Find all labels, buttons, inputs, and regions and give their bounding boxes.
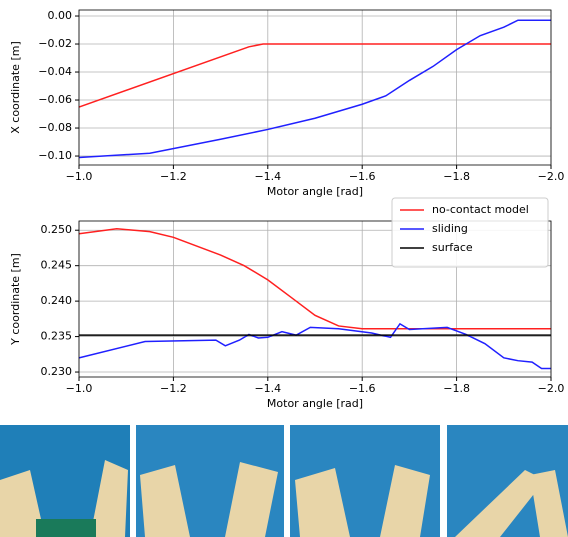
- y-tick-label: 0.240: [41, 294, 73, 307]
- x-tick-label: −1.6: [349, 382, 376, 395]
- photos: [0, 425, 568, 537]
- y-tick-label: 0.230: [41, 365, 73, 378]
- x-tick-label: −1.4: [254, 170, 281, 183]
- series-line: [78, 228, 551, 330]
- legend-label: no-contact model: [432, 203, 529, 216]
- plot-frame: [78, 9, 552, 166]
- x-axis-label: Motor angle [rad]: [267, 397, 363, 410]
- y-axis-label: Y coordinate [m]: [9, 253, 22, 346]
- y-tick-label: 0.235: [41, 330, 73, 343]
- x-tick-label: −1.4: [254, 382, 281, 395]
- x-tick-label: −1.0: [66, 170, 93, 183]
- x-tick-label: −1.2: [160, 382, 187, 395]
- y-axis-label: X coordinate [m]: [9, 41, 22, 134]
- y-tick-label: −0.04: [38, 65, 72, 78]
- series-line: [78, 43, 551, 108]
- legend-label: surface: [432, 241, 473, 254]
- gripper: [140, 462, 278, 537]
- y-tick-label: 0.245: [41, 259, 73, 272]
- series-line: [78, 19, 551, 159]
- x-axis-label: Motor angle [rad]: [267, 185, 363, 198]
- legend-box: [391, 197, 549, 268]
- series-line: [78, 322, 551, 370]
- x-tick-label: −1.0: [66, 382, 93, 395]
- y-tick-label: −0.02: [38, 37, 72, 50]
- gripper: [455, 470, 568, 537]
- y-tick-label: 0.250: [41, 223, 73, 236]
- object: [36, 519, 96, 537]
- x-tick-label: −2.0: [538, 170, 565, 183]
- plot-frame: [78, 220, 552, 378]
- x-tick-label: −1.8: [443, 170, 470, 183]
- y-tick-label: −0.10: [38, 149, 72, 162]
- y-tick-label: −0.06: [38, 93, 72, 106]
- x-tick-label: −2.0: [538, 382, 565, 395]
- gripper: [295, 465, 430, 537]
- gripper: [0, 460, 128, 537]
- x-tick-label: −1.8: [443, 382, 470, 395]
- legend-label: sliding: [432, 222, 468, 235]
- y-tick-label: −0.08: [38, 121, 72, 134]
- y-tick-label: 0.00: [48, 9, 73, 22]
- x-tick-label: −1.6: [349, 170, 376, 183]
- x-tick-label: −1.2: [160, 170, 187, 183]
